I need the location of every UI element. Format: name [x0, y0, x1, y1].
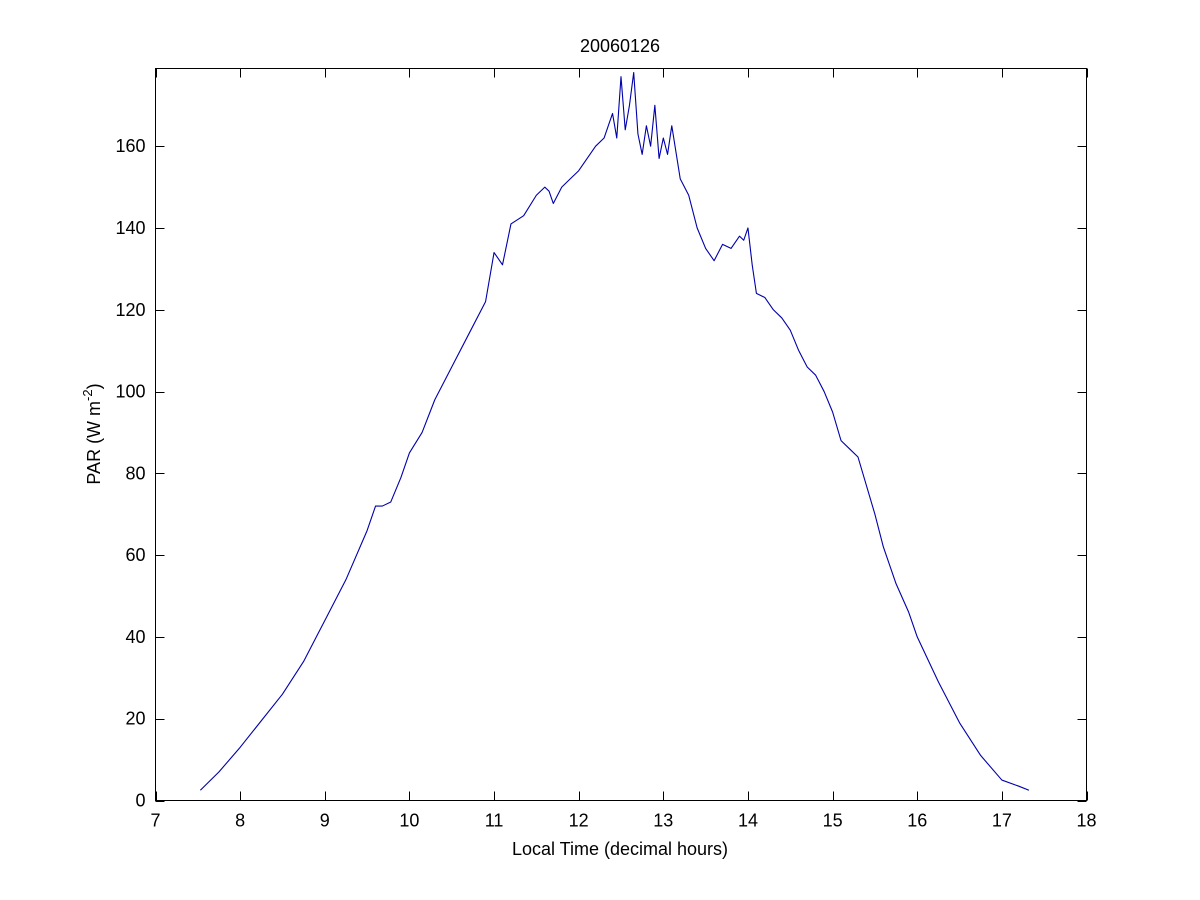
- y-axis-label: PAR (W m-2): [80, 383, 104, 484]
- x-tick-label: 12: [569, 811, 589, 831]
- y-tick-label: 60: [125, 545, 145, 565]
- y-tick-label: 40: [125, 627, 145, 647]
- chart-title: 20060126: [580, 36, 660, 56]
- x-tick-label: 7: [150, 811, 160, 831]
- plot-area: [155, 68, 1087, 801]
- x-axis-label: Local Time (decimal hours): [512, 839, 728, 859]
- y-axis-label-superscript: -2: [80, 389, 95, 401]
- tick-labels: 7 8 9 10 11 12 13 14 15 16 17 18 0 20 40 60 80 100 120 140 1…: [115, 136, 1096, 830]
- x-tick-label: 15: [823, 811, 843, 831]
- x-tick-label: 10: [399, 811, 419, 831]
- x-tick-label: 18: [1076, 811, 1096, 831]
- x-tick-label: 13: [653, 811, 673, 831]
- y-tick-label: 20: [125, 709, 145, 729]
- y-tick-label: 100: [115, 382, 145, 402]
- y-tick-label: 160: [115, 136, 145, 156]
- y-tick-label: 140: [115, 218, 145, 238]
- ticks: [155, 68, 1088, 802]
- y-tick-label: 120: [115, 300, 145, 320]
- x-tick-label: 9: [320, 811, 330, 831]
- y-tick-label: 0: [135, 791, 145, 811]
- y-tick-label: 80: [125, 463, 145, 483]
- x-tick-label: 8: [235, 811, 245, 831]
- y-axis-label-main: PAR (W m: [84, 401, 104, 485]
- x-tick-label: 16: [907, 811, 927, 831]
- x-tick-label: 17: [992, 811, 1012, 831]
- y-axis-label-suffix: ): [84, 383, 104, 389]
- x-tick-label: 11: [485, 811, 504, 831]
- series-line-par: [199, 72, 1030, 791]
- x-tick-label: 14: [738, 811, 758, 831]
